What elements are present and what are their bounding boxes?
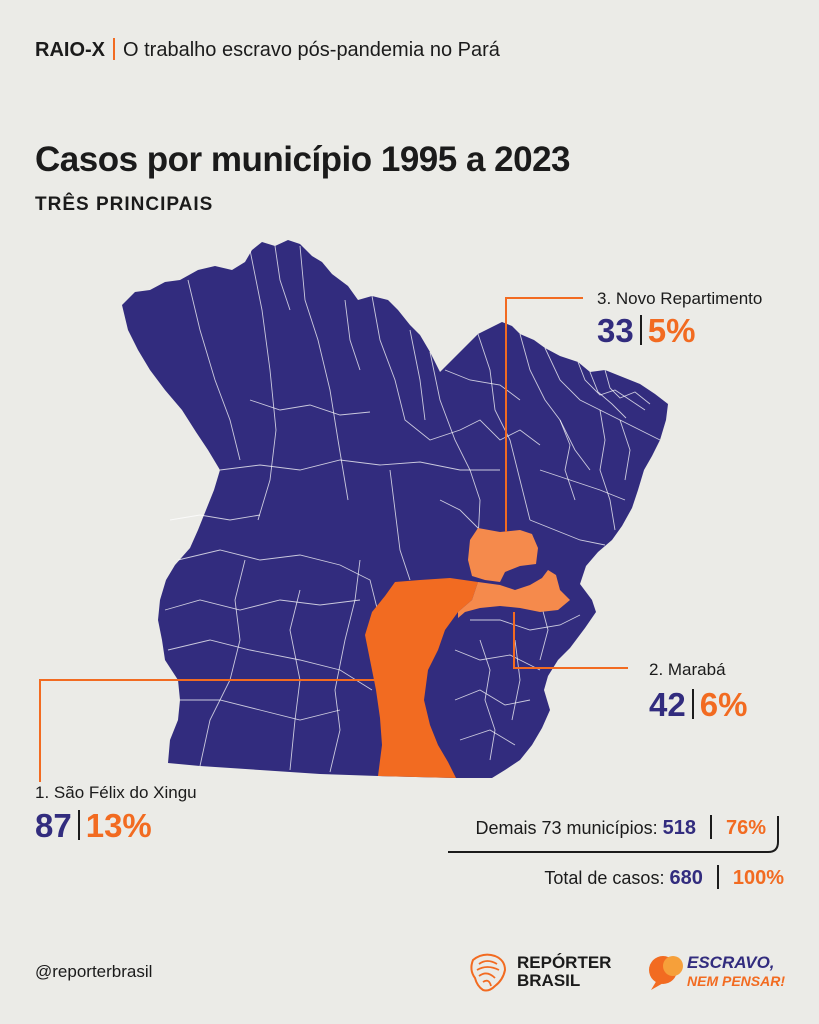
reporter-brasil-logo: REPÓRTER BRASIL bbox=[465, 950, 625, 994]
kicker-bold: RAIO-X bbox=[35, 39, 105, 61]
leader-lines bbox=[39, 297, 628, 782]
total-cases: 680 bbox=[669, 867, 703, 889]
others-label: Demais 73 municípios: bbox=[475, 818, 658, 838]
cases-value: 33 bbox=[597, 312, 634, 349]
callout-values-sao-felix: 87 13% bbox=[35, 807, 152, 845]
speech-bubble-icon bbox=[649, 956, 683, 990]
municipality-sao-felix-do-xingu bbox=[365, 578, 478, 778]
callout-label-sao-felix: 1. São Félix do Xingu bbox=[35, 783, 197, 802]
logo2-line1: ESCRAVO, bbox=[687, 953, 775, 972]
logo1-line1: REPÓRTER bbox=[517, 953, 612, 972]
cases-value: 87 bbox=[35, 807, 72, 844]
kicker-divider bbox=[113, 38, 115, 60]
callout-values-novo-repartimento: 33 5% bbox=[597, 312, 695, 350]
social-handle: @reporterbrasil bbox=[35, 962, 153, 981]
cases-value: 42 bbox=[649, 686, 686, 723]
callout-label-novo-repartimento: 3. Novo Repartimento bbox=[597, 289, 763, 308]
total-percent: 100% bbox=[732, 867, 784, 889]
value-divider bbox=[639, 315, 642, 345]
kicker: RAIO-X O trabalho escravo pós-pandemia no… bbox=[35, 38, 500, 62]
page-title: Casos por município 1995 a 2023 bbox=[35, 140, 571, 179]
callout-label-maraba: 2. Marabá bbox=[649, 660, 726, 679]
fingerprint-map-icon bbox=[470, 953, 507, 992]
percent-value: 5% bbox=[647, 312, 696, 349]
value-divider bbox=[709, 815, 712, 839]
municipality-maraba bbox=[458, 570, 570, 618]
kicker-text: O trabalho escravo pós-pandemia no Pará bbox=[123, 39, 500, 61]
logo2-line2: NEM PENSAR! bbox=[687, 973, 786, 989]
municipality-borders bbox=[164, 245, 661, 773]
percent-value: 6% bbox=[699, 686, 748, 723]
value-divider bbox=[691, 689, 694, 719]
leader-maraba bbox=[513, 612, 628, 669]
percent-value: 13% bbox=[85, 807, 152, 844]
page-subtitle: TRÊS PRINCIPAIS bbox=[35, 194, 214, 215]
leader-novo-repartimento bbox=[505, 297, 583, 532]
value-divider bbox=[716, 865, 719, 889]
leader-sao-felix bbox=[39, 679, 375, 782]
callout-values-maraba: 42 6% bbox=[649, 686, 747, 724]
logo1-line2: BRASIL bbox=[517, 971, 581, 990]
municipality-novo-repartimento bbox=[468, 528, 538, 582]
value-divider bbox=[77, 810, 80, 840]
summary-others-row: Demais 73 municípios: 518 76% bbox=[475, 815, 766, 840]
total-label: Total de casos: bbox=[544, 868, 665, 888]
summary-total-row: Total de casos: 680 100% bbox=[544, 865, 784, 890]
others-percent: 76% bbox=[725, 817, 766, 839]
others-cases: 518 bbox=[662, 817, 696, 839]
escravo-nem-pensar-logo: ESCRAVO, NEM PENSAR! bbox=[645, 950, 795, 994]
summary-bracket bbox=[448, 816, 779, 853]
